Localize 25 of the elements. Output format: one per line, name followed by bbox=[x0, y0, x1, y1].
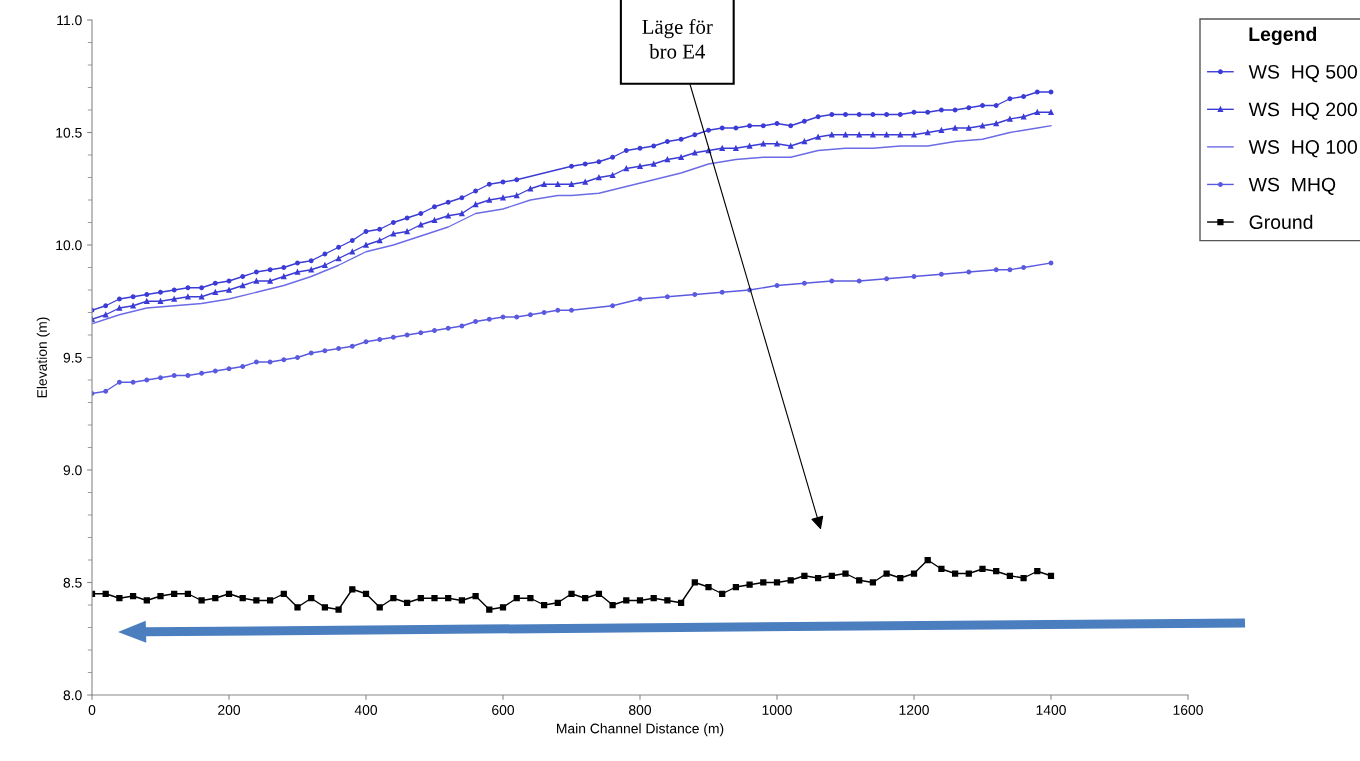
annotation: Läge för bro E4 bbox=[642, 19, 713, 59]
x-tick-label: 800 bbox=[629, 705, 652, 715]
x-tick-label: 400 bbox=[354, 705, 378, 715]
y-tick-label: 9.5 bbox=[63, 352, 82, 363]
x-tick-label: 1400 bbox=[1036, 705, 1066, 715]
legend-label: WS HQ 200 bbox=[1248, 102, 1357, 120]
y-tick-label: 8.5 bbox=[63, 577, 82, 588]
legend-label: WS HQ 100 bbox=[1248, 140, 1357, 158]
y-tick-label: 11.0 bbox=[57, 15, 82, 26]
x-tick-label: 200 bbox=[218, 705, 241, 715]
legend-label: WS MHQ bbox=[1248, 177, 1336, 195]
x-tick-label: 1600 bbox=[1173, 705, 1203, 715]
y-axis-title: Elevation (m) bbox=[36, 317, 50, 398]
legend-title: Legend bbox=[1249, 26, 1317, 46]
x-tick-label: 1000 bbox=[762, 705, 792, 715]
x-tick-label: 600 bbox=[492, 705, 515, 715]
x-axis-title: Main Channel Distance (m) bbox=[557, 723, 724, 737]
legend-label: WS HQ 500 bbox=[1248, 64, 1357, 83]
y-tick-label: 8.0 bbox=[63, 690, 82, 701]
x-tick-label: 1200 bbox=[899, 705, 929, 715]
legend-label: Ground bbox=[1249, 214, 1313, 230]
x-tick-label: 0 bbox=[88, 705, 96, 715]
y-tick-label: 9.0 bbox=[63, 465, 82, 476]
y-tick-label: 10.0 bbox=[56, 240, 82, 251]
y-tick-label: 10.5 bbox=[56, 127, 82, 138]
